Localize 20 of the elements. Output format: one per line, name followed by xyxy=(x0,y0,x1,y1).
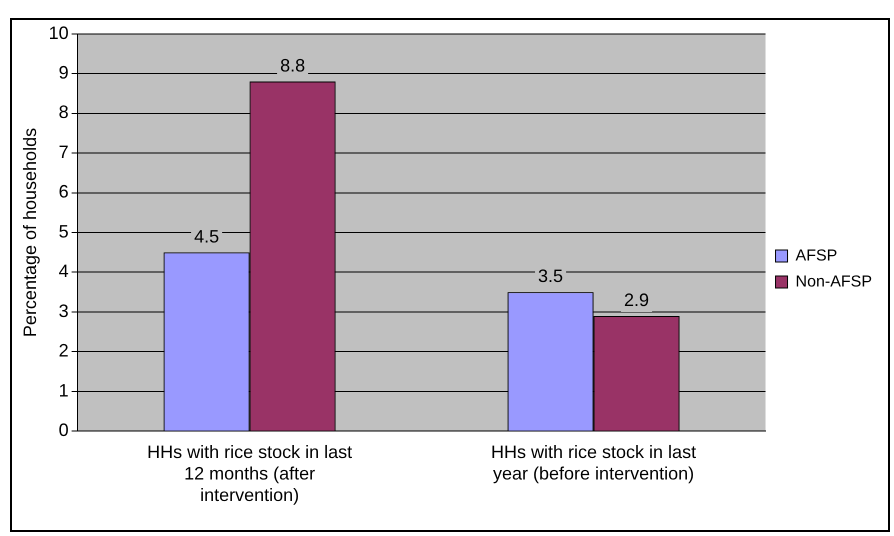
data-label: 8.8 xyxy=(280,55,306,76)
y-tick-label: 2 xyxy=(58,340,69,361)
y-tick-label: 10 xyxy=(48,22,69,43)
y-axis-title: Percentage of households xyxy=(20,128,40,338)
data-label: 3.5 xyxy=(538,266,564,286)
y-tick-label: 9 xyxy=(58,62,69,83)
y-tick-label: 7 xyxy=(58,142,69,162)
y-tick-label: 8 xyxy=(58,102,69,122)
legend-label: AFSP xyxy=(796,247,838,264)
data-label: 2.9 xyxy=(624,290,650,310)
y-tick-label: 1 xyxy=(58,380,69,400)
y-tick-label: 6 xyxy=(58,182,69,202)
y-tick-label: 0 xyxy=(58,420,69,440)
x-tick-label: HHs with rice stock in last year (before intervention) xyxy=(491,442,696,484)
data-label: 4.5 xyxy=(194,226,220,246)
y-tick-label: 5 xyxy=(58,221,69,242)
y-tick-label: 3 xyxy=(58,300,69,321)
y-tick-label: 4 xyxy=(58,261,69,282)
x-tick-label: HHs with rice stock in last 12 months (after intervention) xyxy=(147,442,352,506)
legend-label: Non-AFSP xyxy=(796,273,872,290)
